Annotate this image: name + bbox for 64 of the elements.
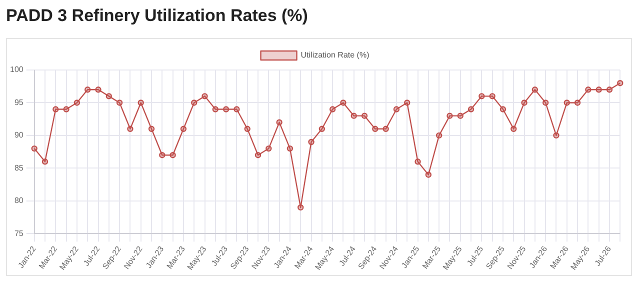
point [510, 126, 517, 132]
point [393, 106, 400, 112]
point [446, 112, 453, 119]
point [244, 126, 250, 132]
point [521, 100, 528, 106]
point [318, 126, 326, 132]
point [138, 100, 144, 106]
point [382, 126, 389, 132]
point [63, 106, 70, 112]
point [542, 100, 549, 106]
legend-label: Utilization Rate (%) [300, 50, 370, 60]
point [468, 106, 474, 112]
point [222, 106, 230, 112]
point [329, 106, 336, 112]
point [596, 86, 602, 93]
point [84, 86, 91, 93]
point [414, 158, 421, 165]
point [159, 152, 166, 158]
point [95, 86, 102, 93]
point [489, 93, 496, 100]
y-tick-label: 85 [14, 163, 24, 172]
point [404, 100, 410, 106]
point [286, 145, 294, 152]
point [234, 106, 240, 112]
point [361, 112, 368, 119]
point [74, 100, 80, 106]
point [212, 106, 219, 112]
point [532, 86, 538, 93]
point [436, 132, 442, 139]
point [478, 93, 485, 100]
point [308, 138, 314, 146]
point [617, 80, 624, 86]
point [500, 106, 506, 112]
point [106, 93, 112, 100]
point [148, 126, 155, 132]
y-tick-label: 100 [10, 65, 24, 74]
point [372, 126, 378, 132]
point [191, 100, 198, 106]
point [298, 204, 304, 211]
point [170, 152, 176, 158]
point [42, 158, 48, 165]
point [350, 112, 357, 119]
point [266, 145, 272, 152]
point [31, 145, 38, 152]
point [425, 172, 432, 178]
point [180, 126, 187, 132]
chart-title: PADD 3 Refinery Utilization Rates (%) [6, 6, 308, 26]
point [127, 126, 134, 132]
point [340, 100, 346, 106]
point [457, 112, 464, 119]
point [585, 86, 592, 93]
y-tick-label: 90 [14, 130, 24, 140]
y-tick-label: 95 [14, 98, 24, 107]
point [574, 100, 581, 106]
point [553, 132, 560, 139]
point [564, 100, 570, 106]
point [52, 106, 59, 112]
point [606, 86, 613, 93]
point [276, 119, 282, 126]
y-tick-label: 80 [14, 196, 24, 206]
y-tick-label: 75 [14, 228, 24, 238]
point [254, 152, 262, 158]
point [116, 100, 123, 106]
point [202, 93, 208, 100]
